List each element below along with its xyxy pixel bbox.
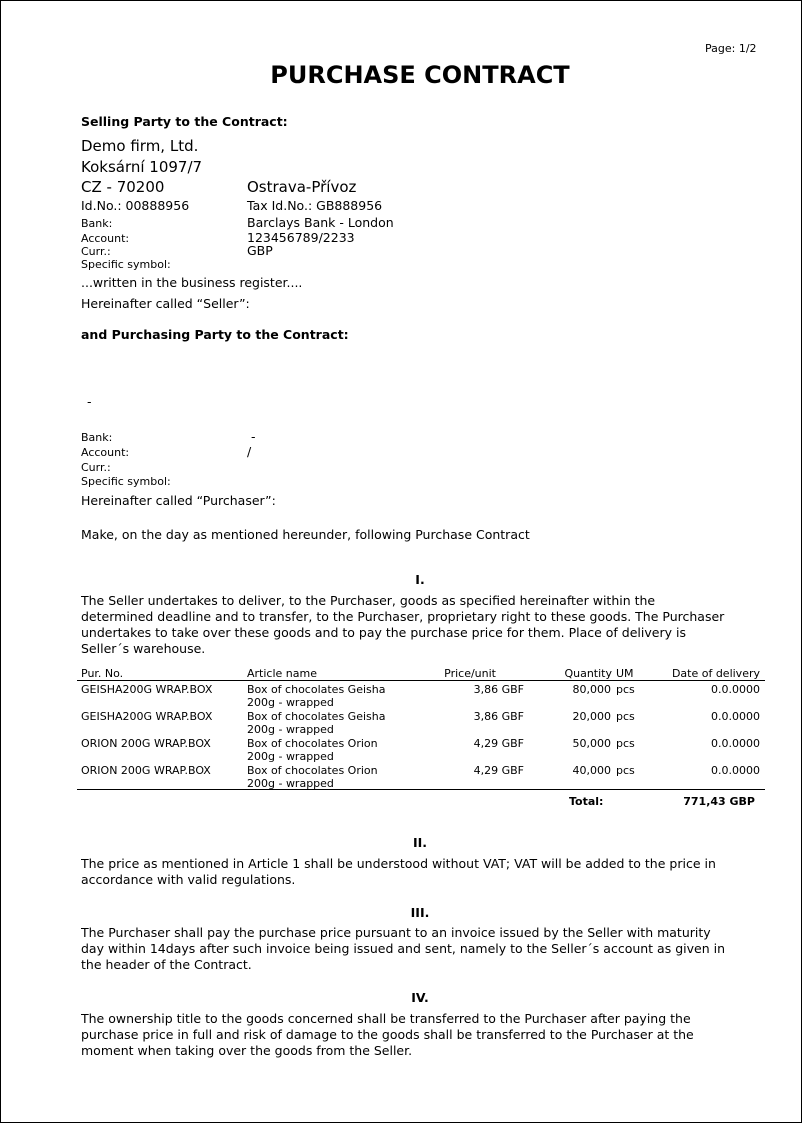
cell-price: 4,29 GBF bbox=[473, 738, 524, 749]
cell-article: Box of chocolates Orion bbox=[247, 764, 378, 777]
cell-article: 200g - wrapped bbox=[247, 750, 334, 763]
header-article: Article name bbox=[247, 667, 317, 680]
cell-pur_no: GEISHA200G WRAP.BOX bbox=[81, 710, 213, 723]
cell-qty: 50,000 bbox=[572, 737, 612, 750]
article-line: moment when taking over the goods from t… bbox=[81, 1045, 413, 1058]
cell-pur_no: GEISHA200G WRAP.BOX bbox=[81, 683, 213, 696]
total-label: Total: bbox=[569, 795, 604, 808]
cell-article: Box of chocolates Orion bbox=[247, 737, 378, 750]
purchaser-specific-label: Specific symbol: bbox=[81, 475, 171, 488]
seller-zip: CZ - 70200 bbox=[81, 178, 165, 196]
cell-date: 0.0.0000 bbox=[711, 764, 760, 777]
cell-article: Box of chocolates Geisha bbox=[247, 710, 386, 723]
cell-um: pcs bbox=[616, 710, 635, 723]
cell-article: Box of chocolates Geisha bbox=[247, 683, 386, 696]
cell-article: 200g - wrapped bbox=[247, 777, 334, 790]
seller-account-label: Account: bbox=[81, 232, 130, 245]
table-header-rule bbox=[77, 680, 765, 681]
table-bottom-rule bbox=[77, 789, 765, 790]
intro-text: Make, on the day as mentioned hereunder,… bbox=[81, 527, 530, 542]
seller-street: Koksární 1097/7 bbox=[81, 158, 203, 176]
cell-price: 3,86 GBF bbox=[473, 684, 524, 695]
article-line: Seller´s warehouse. bbox=[81, 643, 206, 656]
seller-bank-label: Bank: bbox=[81, 217, 113, 230]
article-line: purchase price in full and risk of damag… bbox=[81, 1029, 694, 1042]
seller-tax-id: Tax Id.No.: GB888956 bbox=[247, 198, 383, 213]
page-indicator: Page: 1/2 bbox=[705, 42, 757, 55]
seller-heading: Selling Party to the Contract: bbox=[81, 114, 288, 129]
cell-um: pcs bbox=[616, 683, 635, 696]
seller-name: Demo firm, Ltd. bbox=[81, 137, 199, 155]
cell-um: pcs bbox=[616, 737, 635, 750]
article-line: The ownership title to the goods concern… bbox=[81, 1013, 691, 1026]
cell-um: pcs bbox=[616, 764, 635, 777]
cell-article: 200g - wrapped bbox=[247, 723, 334, 736]
cell-pur_no: ORION 200G WRAP.BOX bbox=[81, 737, 211, 750]
seller-specific-label: Specific symbol: bbox=[81, 258, 171, 271]
cell-date: 0.0.0000 bbox=[711, 683, 760, 696]
page-title: PURCHASE CONTRACT bbox=[270, 61, 570, 89]
seller-register-note: ...written in the business register.... bbox=[81, 275, 303, 290]
purchaser-bank-value: - bbox=[251, 429, 256, 444]
seller-curr-value: GBP bbox=[247, 243, 273, 258]
article-line: undertakes to take over these goods and … bbox=[81, 627, 686, 640]
cell-qty: 40,000 bbox=[572, 764, 612, 777]
header-qty: Quantity bbox=[564, 667, 612, 680]
purchaser-account-value: / bbox=[247, 444, 252, 459]
article-line: the header of the Contract. bbox=[81, 959, 252, 972]
seller-curr-label: Curr.: bbox=[81, 245, 111, 258]
cell-price: 4,29 GBF bbox=[473, 765, 524, 776]
purchaser-heading: and Purchasing Party to the Contract: bbox=[81, 327, 349, 342]
header-um: UM bbox=[616, 667, 634, 680]
seller-city: Ostrava-Přívoz bbox=[247, 178, 357, 196]
cell-qty: 80,000 bbox=[572, 683, 612, 696]
article-line: The price as mentioned in Article 1 shal… bbox=[81, 858, 716, 871]
article-line: The Seller undertakes to deliver, to the… bbox=[81, 595, 656, 608]
cell-price: 3,86 GBF bbox=[473, 711, 524, 722]
cell-article: 200g - wrapped bbox=[247, 696, 334, 709]
article-line: The Purchaser shall pay the purchase pri… bbox=[81, 927, 711, 940]
purchaser-curr-label: Curr.: bbox=[81, 461, 111, 474]
seller-called: Hereinafter called “Seller”: bbox=[81, 296, 250, 311]
article-line: accordance with valid regulations. bbox=[81, 874, 296, 887]
purchaser-zip-city: - bbox=[87, 394, 92, 409]
seller-id: Id.No.: 00888956 bbox=[81, 198, 190, 213]
cell-qty: 20,000 bbox=[572, 710, 612, 723]
purchaser-bank-label: Bank: bbox=[81, 431, 113, 444]
header-price: Price/unit bbox=[444, 667, 496, 680]
article-number: I. bbox=[415, 572, 425, 587]
seller-account-value: 123456789/2233 bbox=[247, 230, 355, 245]
cell-date: 0.0.0000 bbox=[711, 710, 760, 723]
cell-pur_no: ORION 200G WRAP.BOX bbox=[81, 764, 211, 777]
article-number: III. bbox=[410, 905, 430, 920]
cell-date: 0.0.0000 bbox=[711, 737, 760, 750]
purchaser-account-label: Account: bbox=[81, 446, 130, 459]
article-number: II. bbox=[412, 835, 428, 850]
seller-bank-value: Barclays Bank - London bbox=[247, 215, 394, 230]
total-value: 771,43 GBP bbox=[683, 795, 755, 808]
article-line: determined deadline and to transfer, to … bbox=[81, 611, 725, 624]
article-number: IV. bbox=[411, 990, 429, 1005]
purchaser-called: Hereinafter called “Purchaser”: bbox=[81, 493, 276, 508]
header-pur-no: Pur. No. bbox=[81, 667, 124, 680]
article-line: day within 14days after such invoice bei… bbox=[81, 943, 725, 956]
header-date: Date of delivery bbox=[671, 667, 760, 680]
